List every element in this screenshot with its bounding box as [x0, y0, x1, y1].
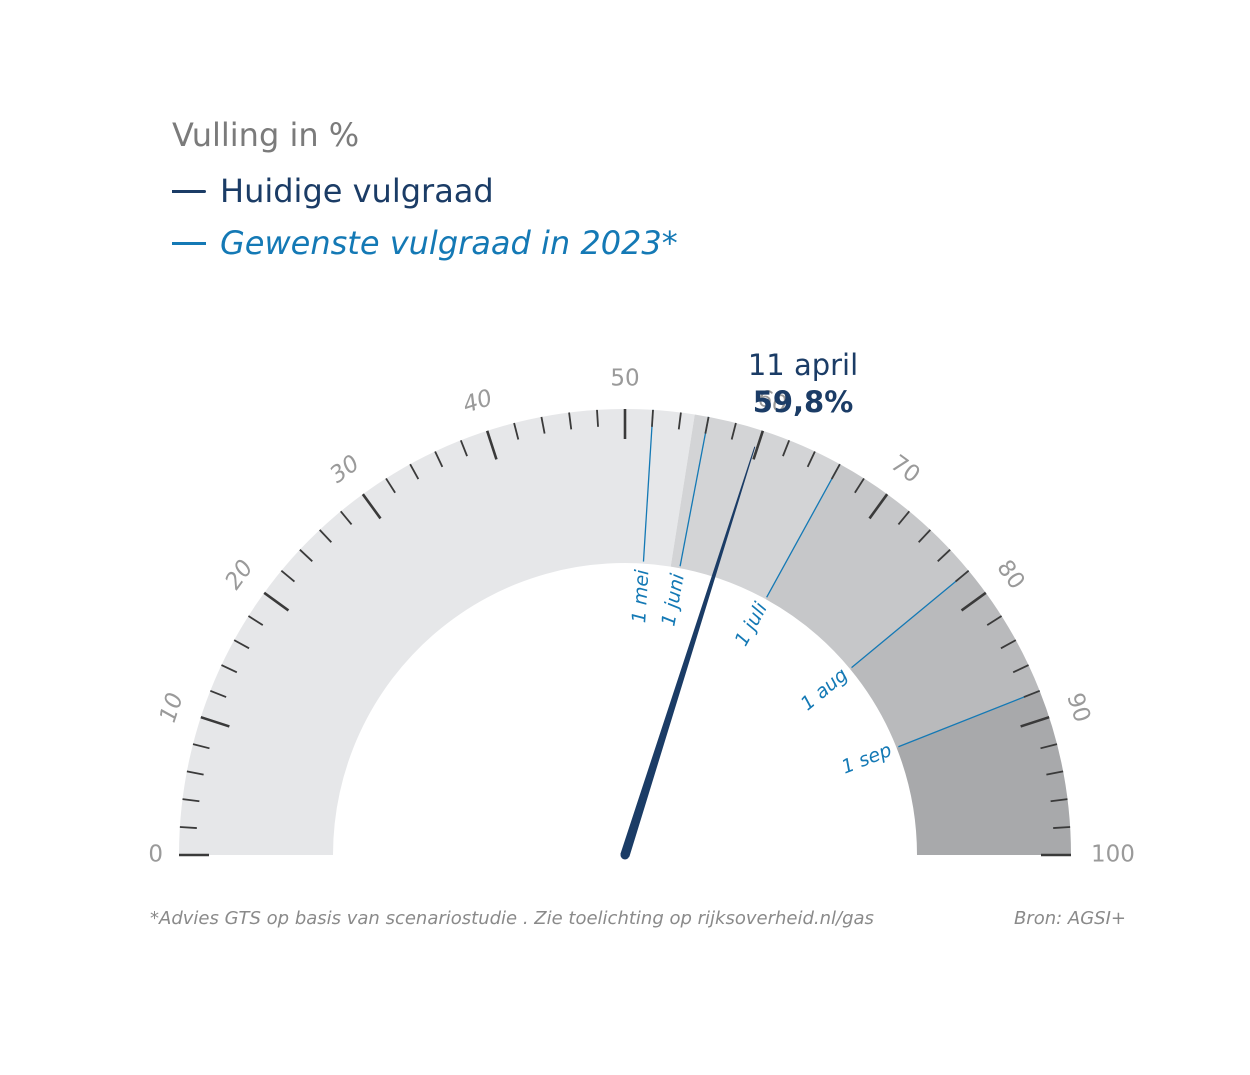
- needle-group: [620, 446, 756, 860]
- minor-tick: [782, 439, 791, 457]
- target-line: [851, 570, 970, 669]
- minor-tick: [186, 770, 204, 776]
- minor-tick: [513, 422, 520, 440]
- minor-tick: [897, 510, 910, 526]
- minor-tick: [937, 549, 951, 562]
- minor-tick: [1040, 743, 1058, 750]
- minor-tick: [1046, 770, 1064, 776]
- minor-tick: [918, 529, 931, 543]
- minor-tick: [677, 412, 682, 430]
- legend-label-current: Huidige vulgraad: [220, 172, 494, 210]
- major-tick: [485, 430, 498, 460]
- major-tick: [1020, 715, 1050, 728]
- target-line: [679, 416, 710, 567]
- target-level-swatch: [172, 241, 206, 245]
- minor-tick: [299, 549, 313, 562]
- legend-item-current: Huidige vulgraad: [172, 172, 494, 210]
- gauge-band-2: [670, 414, 840, 600]
- target-line: [766, 463, 841, 598]
- major-tick: [361, 493, 382, 520]
- minor-tick: [409, 463, 420, 480]
- major-tick: [868, 493, 889, 520]
- minor-tick: [854, 477, 865, 494]
- scale-label: 70: [886, 450, 925, 488]
- minor-tick: [182, 798, 200, 803]
- minor-tick: [340, 510, 353, 526]
- minor-tick: [434, 451, 444, 468]
- major-tick: [752, 430, 765, 460]
- scale-label: 10: [155, 690, 189, 726]
- scale-label: 80: [991, 555, 1029, 594]
- minor-tick: [209, 689, 227, 698]
- gauge-band-3: [765, 464, 969, 669]
- scale-label: 20: [220, 555, 258, 594]
- minor-tick: [596, 409, 599, 427]
- target-line: [642, 409, 654, 562]
- minor-tick: [1050, 798, 1068, 803]
- minor-tick: [806, 451, 816, 468]
- current-date-label: 11 april: [748, 348, 858, 382]
- scale-ticks: [179, 409, 1071, 857]
- minor-tick: [179, 826, 197, 829]
- minor-tick: [385, 477, 396, 494]
- major-tick: [263, 591, 290, 612]
- minor-tick: [1012, 664, 1029, 674]
- minor-tick: [459, 439, 468, 457]
- minor-tick: [280, 570, 296, 583]
- minor-tick: [954, 570, 970, 583]
- target-label: 1 juni: [657, 571, 689, 628]
- footnote: *Advies GTS op basis van scenariostudie …: [150, 908, 874, 929]
- source-note: Bron: AGSI+: [1013, 908, 1126, 929]
- minor-tick: [540, 416, 546, 434]
- minor-tick: [830, 463, 841, 480]
- current-value-label: 59,8%: [753, 385, 854, 419]
- target-label: 1 sep: [839, 739, 895, 779]
- minor-tick: [319, 529, 332, 543]
- scale-label: 0: [148, 842, 163, 868]
- minor-tick: [568, 412, 573, 430]
- minor-tick: [192, 743, 210, 750]
- major-tick: [960, 591, 987, 612]
- minor-tick: [247, 615, 264, 626]
- minor-tick: [221, 664, 238, 674]
- scale-label: 90: [1061, 690, 1095, 726]
- target-line: [898, 690, 1040, 748]
- target-label: 1 mei: [628, 568, 653, 624]
- minor-tick: [1000, 639, 1017, 650]
- minor-tick: [1023, 689, 1041, 698]
- scale-label: 40: [460, 385, 496, 419]
- minor-tick: [704, 416, 710, 434]
- minor-tick: [986, 615, 1003, 626]
- minor-tick: [233, 639, 250, 650]
- gauge-bands: [179, 409, 1071, 855]
- scale-label: 50: [610, 366, 639, 392]
- gauge-band-1: [179, 409, 695, 855]
- current-level-swatch: [172, 189, 206, 193]
- scale-label: 100: [1091, 842, 1135, 868]
- minor-tick: [730, 422, 737, 440]
- legend-item-target: Gewenste vulgraad in 2023*: [172, 224, 678, 262]
- scale-label: 30: [325, 450, 364, 488]
- gauge-band-5: [896, 690, 1071, 855]
- needle-pivot: [620, 850, 630, 860]
- legend-label-target: Gewenste vulgraad in 2023*: [220, 224, 678, 262]
- minor-tick: [651, 409, 654, 427]
- target-label: 1 juli: [731, 598, 773, 650]
- legend-title: Vulling in %: [172, 116, 360, 154]
- target-label: 1 aug: [797, 664, 853, 715]
- minor-tick: [1053, 826, 1071, 829]
- major-tick: [200, 715, 230, 728]
- gauge-band-4: [849, 570, 1040, 748]
